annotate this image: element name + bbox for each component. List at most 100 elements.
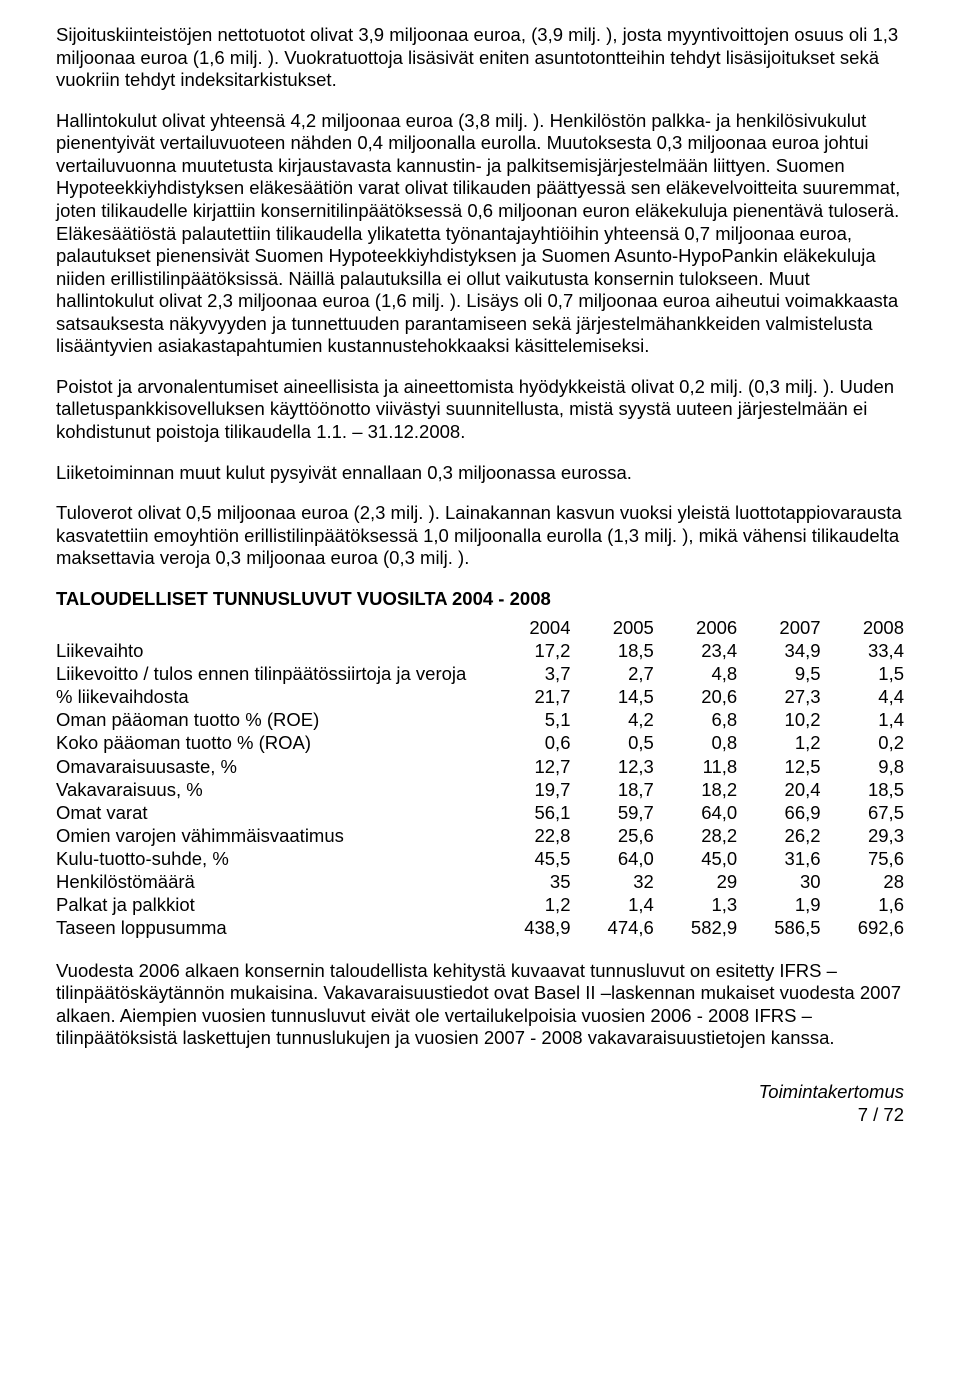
document-page: Sijoituskiinteistöjen nettotuotot olivat…: [0, 0, 960, 1150]
table-row: Kulu-tuotto-suhde, %45,564,045,031,675,6: [56, 847, 904, 870]
row-value: 19,7: [487, 778, 570, 801]
row-value: 23,4: [654, 639, 737, 662]
row-label: % liikevaihdosta: [56, 685, 487, 708]
row-value: 56,1: [487, 801, 570, 824]
row-label: Omat varat: [56, 801, 487, 824]
row-value: 474,6: [570, 916, 653, 939]
paragraph-5: Tuloverot olivat 0,5 miljoonaa euroa (2,…: [56, 502, 904, 570]
row-label: Omien varojen vähimmäisvaatimus: [56, 824, 487, 847]
table-title: TALOUDELLISET TUNNUSLUVUT VUOSILTA 2004 …: [56, 588, 904, 610]
row-value: 28,2: [654, 824, 737, 847]
row-value: 66,9: [737, 801, 820, 824]
row-value: 1,5: [821, 662, 904, 685]
row-value: 75,6: [821, 847, 904, 870]
table-header-year: 2006: [654, 616, 737, 639]
row-value: 18,2: [654, 778, 737, 801]
row-value: 18,5: [821, 778, 904, 801]
row-value: 5,1: [487, 708, 570, 731]
row-label: Liikevaihto: [56, 639, 487, 662]
table-row: Vakavaraisuus, %19,718,718,220,418,5: [56, 778, 904, 801]
row-value: 18,5: [570, 639, 653, 662]
row-label: Taseen loppusumma: [56, 916, 487, 939]
row-value: 32: [570, 870, 653, 893]
row-value: 1,3: [654, 893, 737, 916]
row-value: 438,9: [487, 916, 570, 939]
table-header-row: 2004 2005 2006 2007 2008: [56, 616, 904, 639]
row-value: 0,6: [487, 731, 570, 754]
footer-page-number: 7 / 72: [56, 1103, 904, 1126]
table-row: Omavaraisuusaste, %12,712,311,812,59,8: [56, 755, 904, 778]
row-value: 20,6: [654, 685, 737, 708]
row-label: Liikevoitto / tulos ennen tilinpäätössii…: [56, 662, 487, 685]
row-label: Oman pääoman tuotto % (ROE): [56, 708, 487, 731]
page-footer: Toimintakertomus 7 / 72: [56, 1080, 904, 1126]
footer-section-name: Toimintakertomus: [56, 1080, 904, 1103]
row-value: 12,7: [487, 755, 570, 778]
row-value: 582,9: [654, 916, 737, 939]
row-value: 59,7: [570, 801, 653, 824]
row-label: Omavaraisuusaste, %: [56, 755, 487, 778]
row-value: 0,2: [821, 731, 904, 754]
row-value: 22,8: [487, 824, 570, 847]
row-value: 10,2: [737, 708, 820, 731]
row-value: 27,3: [737, 685, 820, 708]
table-row: Liikevaihto17,218,523,434,933,4: [56, 639, 904, 662]
row-value: 33,4: [821, 639, 904, 662]
row-value: 12,5: [737, 755, 820, 778]
row-value: 18,7: [570, 778, 653, 801]
row-value: 4,8: [654, 662, 737, 685]
row-label: Palkat ja palkkiot: [56, 893, 487, 916]
row-label: Vakavaraisuus, %: [56, 778, 487, 801]
table-row: Koko pääoman tuotto % (ROA)0,60,50,81,20…: [56, 731, 904, 754]
row-value: 3,7: [487, 662, 570, 685]
row-value: 35: [487, 870, 570, 893]
table-header-year: 2008: [821, 616, 904, 639]
row-value: 2,7: [570, 662, 653, 685]
row-value: 64,0: [570, 847, 653, 870]
paragraph-1: Sijoituskiinteistöjen nettotuotot olivat…: [56, 24, 904, 92]
row-value: 29,3: [821, 824, 904, 847]
row-value: 0,8: [654, 731, 737, 754]
row-value: 28: [821, 870, 904, 893]
row-value: 9,8: [821, 755, 904, 778]
row-label: Henkilöstömäärä: [56, 870, 487, 893]
table-row: Omien varojen vähimmäisvaatimus22,825,62…: [56, 824, 904, 847]
row-value: 1,9: [737, 893, 820, 916]
table-row: Henkilöstömäärä3532293028: [56, 870, 904, 893]
row-value: 1,4: [570, 893, 653, 916]
table-header-year: 2005: [570, 616, 653, 639]
row-value: 14,5: [570, 685, 653, 708]
table-row: % liikevaihdosta21,714,520,627,34,4: [56, 685, 904, 708]
table-row: Oman pääoman tuotto % (ROE)5,14,26,810,2…: [56, 708, 904, 731]
row-value: 31,6: [737, 847, 820, 870]
row-value: 30: [737, 870, 820, 893]
row-value: 17,2: [487, 639, 570, 662]
table-row: Liikevoitto / tulos ennen tilinpäätössii…: [56, 662, 904, 685]
row-value: 12,3: [570, 755, 653, 778]
row-label: Koko pääoman tuotto % (ROA): [56, 731, 487, 754]
financials-table: 2004 2005 2006 2007 2008 Liikevaihto17,2…: [56, 616, 904, 940]
paragraph-3: Poistot ja arvonalentumiset aineellisist…: [56, 376, 904, 444]
row-value: 1,2: [487, 893, 570, 916]
row-value: 9,5: [737, 662, 820, 685]
row-value: 4,2: [570, 708, 653, 731]
paragraph-4: Liiketoiminnan muut kulut pysyivät ennal…: [56, 462, 904, 485]
row-value: 4,4: [821, 685, 904, 708]
row-value: 20,4: [737, 778, 820, 801]
table-header-year: 2007: [737, 616, 820, 639]
table-row: Omat varat56,159,764,066,967,5: [56, 801, 904, 824]
table-footnote: Vuodesta 2006 alkaen konsernin taloudell…: [56, 960, 904, 1050]
table-header-year: 2004: [487, 616, 570, 639]
row-value: 1,4: [821, 708, 904, 731]
paragraph-2: Hallintokulut olivat yhteensä 4,2 miljoo…: [56, 110, 904, 358]
table-row: Taseen loppusumma438,9474,6582,9586,5692…: [56, 916, 904, 939]
row-value: 1,6: [821, 893, 904, 916]
row-value: 586,5: [737, 916, 820, 939]
row-value: 25,6: [570, 824, 653, 847]
row-value: 11,8: [654, 755, 737, 778]
table-header-empty: [56, 616, 487, 639]
row-value: 64,0: [654, 801, 737, 824]
row-value: 1,2: [737, 731, 820, 754]
row-label: Kulu-tuotto-suhde, %: [56, 847, 487, 870]
row-value: 0,5: [570, 731, 653, 754]
